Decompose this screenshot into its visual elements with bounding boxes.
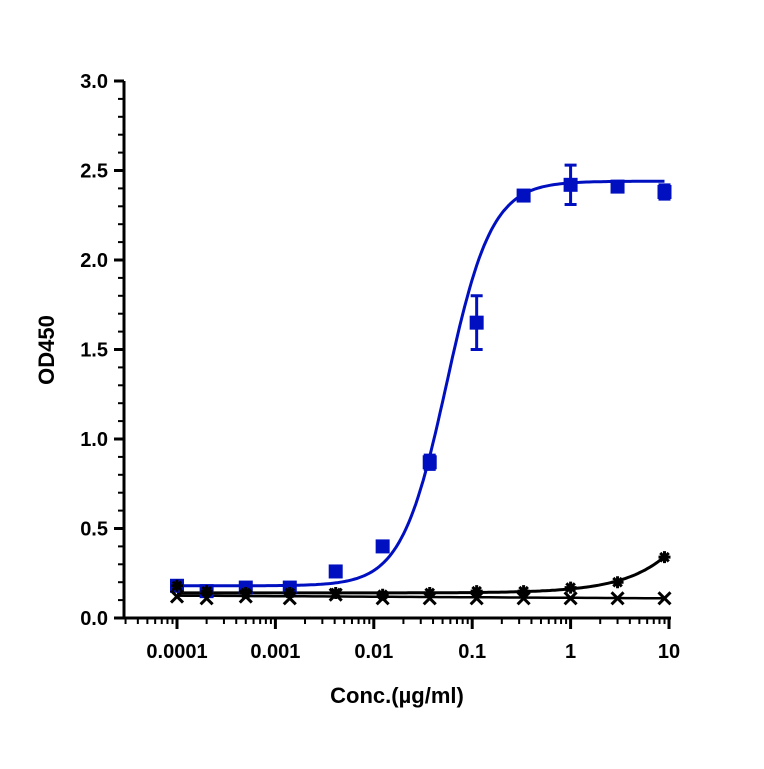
y-tick-label: 0.0 bbox=[80, 608, 108, 630]
y-tick-label: 1.5 bbox=[80, 340, 108, 362]
data-point-asterisk bbox=[200, 585, 213, 598]
data-point-asterisk bbox=[376, 588, 389, 601]
y-tick-label: 1.0 bbox=[80, 429, 108, 451]
data-point-asterisk bbox=[470, 585, 483, 598]
data-point-square bbox=[375, 539, 390, 554]
data-point-cross bbox=[516, 591, 531, 606]
data-point-asterisk bbox=[564, 581, 577, 594]
y-tick-label: 0.5 bbox=[80, 519, 108, 541]
y-axis-label: OD450 bbox=[34, 315, 59, 385]
sample-fit-curve bbox=[177, 179, 665, 588]
y-tick-label: 2.0 bbox=[80, 250, 108, 272]
data-point-asterisk bbox=[517, 585, 530, 598]
data-point-square bbox=[328, 564, 343, 579]
data-point-square bbox=[563, 177, 578, 192]
data-point-asterisk bbox=[611, 576, 624, 589]
data-point-cross bbox=[469, 591, 484, 606]
axes: 0.0 0.5 1.0 1.5 2.0 2.5 3.0 0.0001 0.001 0.01 0.1 1… bbox=[80, 71, 680, 663]
data-point-cross bbox=[657, 591, 672, 606]
x-tick-label: 0.001 bbox=[250, 641, 300, 663]
control-2-fit-curve bbox=[176, 594, 665, 600]
x-axis-label: Conc.(µg/ml) bbox=[330, 683, 464, 708]
data-point-asterisk bbox=[423, 586, 436, 599]
data-point-cross bbox=[169, 589, 185, 604]
data-point-cross bbox=[375, 591, 390, 606]
data-point-square bbox=[422, 455, 437, 470]
data-point-square bbox=[516, 188, 531, 203]
x-tick-label: 0.0001 bbox=[146, 641, 207, 663]
data-point-cross bbox=[238, 589, 253, 604]
data-point-square bbox=[469, 315, 484, 330]
control-1-fit-curve bbox=[177, 555, 666, 595]
data-point-asterisk bbox=[283, 586, 296, 599]
data-point-cross bbox=[422, 591, 437, 606]
x-tick-label: 10 bbox=[658, 641, 680, 663]
x-tick-label: 1 bbox=[565, 641, 576, 663]
data-point-asterisk bbox=[171, 579, 183, 592]
data-point-square bbox=[657, 184, 672, 199]
data-point-cross bbox=[282, 591, 297, 606]
data-point-asterisk bbox=[239, 586, 252, 599]
x-tick-label: 0.1 bbox=[458, 641, 486, 663]
y-tick-label: 2.5 bbox=[80, 161, 108, 183]
data-point-cross bbox=[199, 591, 214, 606]
data-point-cross bbox=[610, 591, 625, 606]
data-point-cross bbox=[328, 587, 343, 602]
data-point-square bbox=[610, 179, 625, 194]
x-tick-label: 0.01 bbox=[354, 641, 393, 663]
data-point-asterisk bbox=[658, 551, 671, 564]
marks bbox=[169, 163, 672, 606]
y-tick-label: 3.0 bbox=[80, 71, 108, 93]
data-point-cross bbox=[563, 591, 578, 606]
